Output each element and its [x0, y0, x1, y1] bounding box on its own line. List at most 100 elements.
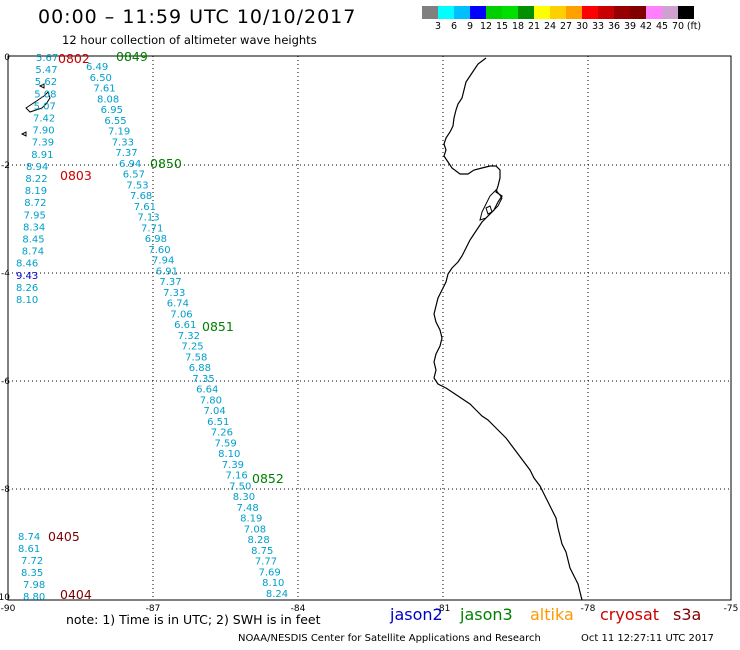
swh-value: 6.50: [90, 73, 112, 84]
gridlines: [8, 56, 731, 600]
colorbar-tick-label: 39: [623, 21, 637, 32]
colorbar-swatch: [582, 6, 598, 19]
swh-value: 8.08: [97, 94, 119, 105]
colorbar-tick-label: 12: [479, 21, 493, 32]
swh-value: 7.68: [130, 191, 152, 202]
colorbar-swatch: [566, 6, 582, 19]
galapagos-island: [20, 131, 27, 137]
swh-value: 7.37: [115, 148, 137, 159]
colorbar-tick-label: 6: [450, 21, 458, 32]
swh-value: 7.72: [21, 556, 43, 567]
swh-value: 7.39: [222, 460, 244, 471]
swh-value: 8.19: [25, 186, 47, 197]
swh-value: 5.62: [35, 77, 57, 88]
swh-value: 7.71: [141, 223, 163, 234]
colorbar-swatch: [486, 6, 502, 19]
galapagos-isabela: [25, 91, 51, 113]
swh-value: 8.24: [266, 589, 288, 600]
swh-value: 6.74: [167, 299, 189, 310]
swh-value: 8.74: [22, 247, 44, 258]
swh-value: 7.35: [192, 374, 214, 385]
track-time-label: 0851: [202, 319, 234, 334]
swh-value: 7.95: [24, 210, 46, 221]
tick-labels: -90 -87 -84 -81 -78 -75 0 -2 -4 -6 -8 -10: [0, 53, 738, 614]
colorbar-swatch: [502, 6, 518, 19]
swh-value: 7.13: [137, 213, 159, 224]
swh-value: 8.74: [18, 532, 40, 543]
swh-value: 7.33: [112, 137, 134, 148]
track-time-label: 0852: [252, 471, 284, 486]
y-tick-label: 0: [4, 53, 10, 63]
swh-value: 8.61: [18, 544, 40, 555]
colorbar-swatch: [518, 6, 534, 19]
legend-jason2: jason2: [390, 605, 443, 624]
y-tick-label: -2: [1, 161, 10, 171]
track-time-label: 0802: [58, 51, 90, 66]
swh-value: 7.59: [214, 438, 236, 449]
galapagos-island: [38, 83, 45, 89]
colorbar-swatch: [662, 6, 678, 19]
swh-value: 8.19: [240, 514, 262, 525]
plot-frame: [7, 55, 732, 601]
swh-value: 8.35: [21, 568, 43, 579]
colorbar-tick-label: 21: [527, 21, 541, 32]
swh-value: 8.26: [16, 283, 38, 294]
colorbar-swatch: [614, 6, 630, 19]
x-tick-label: -75: [724, 604, 739, 614]
swh-value: 8.10: [16, 295, 38, 306]
y-tick-label: -10: [0, 593, 10, 603]
swh-value: 7.98: [23, 580, 45, 591]
legend-jason3: jason3: [460, 605, 513, 624]
colorbar-swatch: [470, 6, 486, 19]
swh-value: 6.95: [101, 105, 123, 116]
track-labels: 5.675.475.625.085.077.427.907.398.918.94…: [16, 49, 288, 603]
wave-height-colorbar: [422, 6, 694, 19]
swh-value: 6.94: [119, 159, 141, 170]
swh-value: 6.51: [207, 417, 229, 428]
swh-value: 8.91: [31, 150, 53, 161]
swh-value: 7.08: [244, 524, 266, 535]
swh-value: 7.58: [185, 352, 207, 363]
colorbar-swatch: [438, 6, 454, 19]
colorbar-tick-label: 30: [575, 21, 589, 32]
y-tick-label: -6: [1, 377, 10, 387]
colorbar-swatch: [646, 6, 662, 19]
swh-value: 7.42: [33, 114, 55, 125]
x-tick-label: -87: [146, 604, 161, 614]
colorbar-swatch: [422, 6, 438, 19]
track-time-label: 0849: [116, 49, 148, 64]
colorbar-swatch: [630, 6, 646, 19]
colorbar-tick-label: 36: [607, 21, 621, 32]
swh-value: 8.10: [262, 578, 284, 589]
swh-value: 7.33: [163, 288, 185, 299]
x-tick-label: -84: [291, 604, 306, 614]
colorbar-tick-label: 3: [434, 21, 442, 32]
swh-value: 7.32: [178, 331, 200, 342]
colorbar-tick-label: 42: [639, 21, 653, 32]
swh-value: 7.77: [255, 557, 277, 568]
swh-value: 8.22: [25, 174, 47, 185]
colorbar-tick-label: 70: [671, 21, 685, 32]
swh-value: 5.07: [34, 101, 56, 112]
swh-value: 7.26: [211, 428, 233, 439]
track-time-label: 0405: [48, 529, 80, 544]
swh-value: 7.25: [181, 342, 203, 353]
page-subtitle: 12 hour collection of altimeter wave hei…: [62, 33, 317, 47]
swh-value: 7.53: [126, 180, 148, 191]
swh-value: 6.91: [156, 266, 178, 277]
swh-value: 8.46: [16, 259, 38, 270]
swh-value: 7.90: [32, 126, 54, 137]
swh-value: 6.88: [189, 363, 211, 374]
colorbar-tick-label: 33: [591, 21, 605, 32]
swh-value: 9.43: [16, 271, 38, 282]
colorbar-tick-label: 9: [466, 21, 474, 32]
swh-value: 5.67: [36, 53, 58, 64]
swh-value: 8.34: [23, 222, 45, 233]
colorbar-swatch: [678, 6, 694, 19]
colorbar-unit: (ft): [686, 21, 702, 32]
legend-s3a: s3a: [673, 605, 702, 624]
swh-value: 5.47: [35, 65, 57, 76]
swh-value: 6.55: [104, 116, 126, 127]
footer-note: note: 1) Time is in UTC; 2) SWH is in fe…: [66, 612, 321, 627]
legend-cryosat: cryosat: [600, 605, 660, 624]
